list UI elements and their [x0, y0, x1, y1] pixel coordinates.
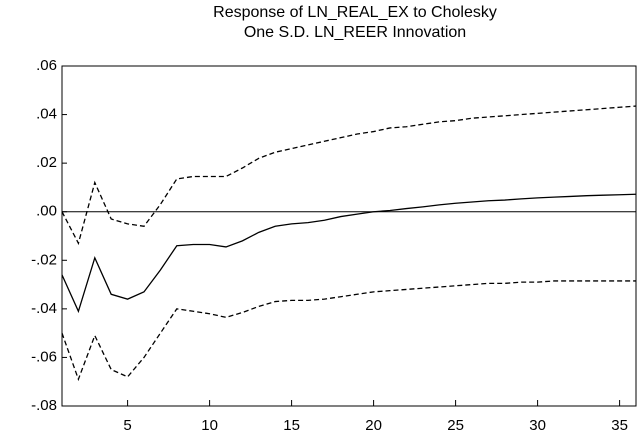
x-tick-label: 35	[611, 417, 628, 434]
series-line	[61, 105, 637, 246]
x-tick-label: 5	[123, 417, 131, 434]
series-line	[61, 280, 636, 382]
x-tick-label: 10	[201, 417, 218, 434]
x-tick-label: 20	[365, 417, 382, 434]
chart-title: Response of LN_REAL_EX to Cholesky	[213, 4, 497, 21]
plot-frame	[61, 65, 637, 407]
x-tick-label: 25	[447, 417, 464, 434]
y-tick-label: -.06	[31, 348, 57, 365]
y-tick-label: .00	[36, 203, 57, 220]
x-tick-label: 30	[529, 417, 546, 434]
y-tick-label: .02	[36, 154, 57, 171]
chart-title: One S.D. LN_REER Innovation	[244, 24, 466, 41]
series-line	[61, 193, 637, 314]
y-tick-label: -.08	[31, 397, 57, 414]
y-tick-label: .04	[36, 106, 57, 123]
y-tick-label: .06	[36, 57, 57, 74]
y-tick-label: -.02	[31, 251, 57, 268]
y-tick-label: -.04	[31, 300, 57, 317]
x-tick-label: 15	[283, 417, 300, 434]
